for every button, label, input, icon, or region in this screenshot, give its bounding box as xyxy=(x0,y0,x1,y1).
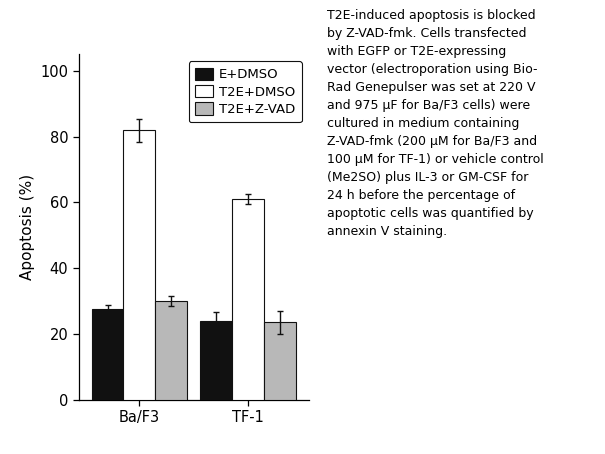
Bar xyxy=(264,322,295,400)
Legend: E+DMSO, T2E+DMSO, T2E+Z-VAD: E+DMSO, T2E+DMSO, T2E+Z-VAD xyxy=(189,61,302,122)
Bar xyxy=(123,130,155,400)
Text: T2E-induced apoptosis is blocked
by Z-VAD-fmk. Cells transfected
with EGFP or T2: T2E-induced apoptosis is blocked by Z-VA… xyxy=(327,9,543,238)
Y-axis label: Apoptosis (%): Apoptosis (%) xyxy=(20,174,34,280)
Bar xyxy=(92,309,123,400)
Bar xyxy=(155,301,187,400)
Bar xyxy=(200,321,232,400)
Bar xyxy=(232,199,264,400)
